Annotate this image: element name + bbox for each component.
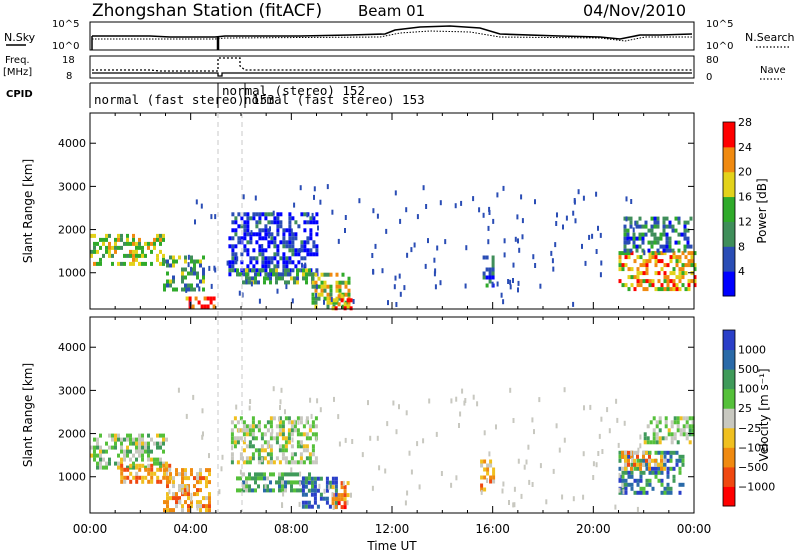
- y-tick-label: 2000: [58, 224, 86, 237]
- power-echo-region: [236, 268, 314, 285]
- y-tick-label: 1000: [58, 471, 86, 484]
- colorbar-swatch: [723, 122, 735, 148]
- colorbar-swatch: [723, 388, 735, 409]
- colorbar-swatch: [723, 171, 735, 198]
- nave-trace: [92, 57, 692, 72]
- freq-tick-hi: 18: [62, 55, 75, 66]
- velocity-colorbar-label: Velocity [m s⁻¹]: [757, 368, 771, 461]
- y-tick-label: 3000: [58, 180, 86, 193]
- date-title: 04/Nov/2010: [583, 1, 686, 20]
- freq-label-1: Freq.: [5, 55, 30, 66]
- velocity-echo-region: [120, 463, 172, 484]
- y-tick-label: 2000: [58, 428, 86, 441]
- x-tick-label: 04:00: [173, 522, 208, 536]
- colorbar-tick-label: 4: [738, 265, 745, 278]
- nave-tick-lo: 0: [706, 72, 712, 83]
- colorbar-tick-label: −500: [738, 461, 768, 474]
- nsky-tick-hi: 10^5: [52, 19, 79, 30]
- freq-panel: Freq. [MHz] 18 8 80 0 Nave: [3, 55, 786, 83]
- colorbar-swatch: [723, 447, 735, 468]
- nsearch-tick-lo: 10^0: [706, 41, 733, 52]
- nave-label: Nave: [760, 65, 786, 76]
- colorbar-tick-label: −1000: [738, 480, 775, 493]
- velocity-echo-region: [90, 433, 168, 470]
- colorbar-tick-label: 20: [738, 166, 752, 179]
- colorbar-tick-label: 1000: [738, 344, 766, 357]
- colorbar-tick-label: 16: [738, 191, 752, 204]
- colorbar-tick-label: 8: [738, 240, 745, 253]
- colorbar-swatch: [723, 486, 735, 507]
- freq-tick-lo: 8: [66, 71, 72, 82]
- colorbar-swatch: [723, 246, 735, 272]
- colorbar-tick-label: 12: [738, 215, 752, 228]
- power-echo-region: [90, 233, 165, 266]
- x-tick-label: 20:00: [576, 522, 611, 536]
- colorbar-tick-label: 25: [738, 402, 752, 415]
- nsearch-trace: [92, 30, 692, 42]
- colorbar-swatch: [723, 369, 735, 390]
- cpid-mode-1: normal (fast stereo) 153: [94, 92, 275, 107]
- y-tick-label: 4000: [58, 341, 86, 354]
- colorbar-tick-label: −25: [738, 422, 761, 435]
- y-tick-label: 4000: [58, 137, 86, 150]
- velocity-echo-region: [618, 450, 685, 495]
- y-tick-label: 1000: [58, 267, 86, 280]
- colorbar-tick-label: −100: [738, 441, 768, 454]
- colorbar-tick-label: 24: [738, 141, 752, 154]
- velocity-echo-region: [331, 481, 350, 510]
- power-echo-region: [618, 251, 697, 292]
- nsearch-label: N.Search: [745, 31, 795, 44]
- nsearch-tick-hi: 10^5: [706, 19, 733, 30]
- colorbar-swatch: [723, 330, 735, 351]
- x-axis-label: Time UT: [366, 539, 417, 553]
- x-tick-label: 08:00: [274, 522, 309, 536]
- nsky-trace: [92, 25, 693, 40]
- velocity-ylabel: Slant Range [km]: [21, 363, 35, 467]
- x-tick-label: 00:00: [73, 522, 108, 536]
- x-tick-label: 12:00: [375, 522, 410, 536]
- nsky-panel: N.Sky 10^5 10^0 10^5 10^0 N.Search: [4, 19, 795, 52]
- colorbar-swatch: [723, 221, 735, 247]
- colorbar-swatch: [723, 427, 735, 448]
- colorbar-swatch: [723, 408, 735, 429]
- power-echo-region: [331, 294, 353, 311]
- cpid-mode-2: normal (stereo) 152: [222, 83, 365, 98]
- colorbar-swatch: [723, 146, 735, 173]
- colorbar-tick-label: 28: [738, 116, 752, 129]
- power-ylabel: Slant Range [km]: [21, 159, 35, 263]
- colorbar-swatch: [723, 349, 735, 370]
- nsky-label: N.Sky: [4, 31, 36, 44]
- nsky-tick-lo: 10^0: [52, 41, 79, 52]
- beam-title: Beam 01: [358, 2, 425, 20]
- freq-trace: [92, 72, 692, 77]
- x-tick-label: 16:00: [475, 522, 510, 536]
- velocity-panel: 1000 2000 3000 4000 Slant Range [km] 1000 50…: [21, 316, 775, 553]
- colorbar-tick-label: 100: [738, 383, 759, 396]
- cpid-mode-3: normal (fast stereo) 153: [244, 92, 425, 107]
- power-colorbar-label: Power [dB]: [755, 178, 769, 243]
- velocity-echo-region: [298, 476, 338, 509]
- station-title: Zhongshan Station (fitACF): [92, 1, 322, 21]
- colorbar-swatch: [723, 196, 735, 222]
- colorbar-swatch: [723, 271, 735, 297]
- velocity-echo-region: [480, 459, 496, 492]
- velocity-echo-region: [643, 416, 695, 445]
- colorbar-swatch: [723, 466, 735, 487]
- cpid-panel: CPID normal (fast stereo) 153 normal (st…: [6, 82, 694, 108]
- power-scatter: [185, 184, 646, 307]
- velocity-echo-region: [163, 468, 211, 513]
- nave-tick-hi: 80: [706, 55, 719, 66]
- freq-label-2: [MHz]: [3, 67, 32, 78]
- velocity-scatter: [168, 386, 642, 512]
- colorbar-tick-label: 500: [738, 363, 759, 376]
- cpid-label: CPID: [6, 89, 33, 100]
- power-panel: 1000 2000 3000 4000 Slant Range [km] 4 8 12 16…: [21, 112, 769, 311]
- y-tick-label: 3000: [58, 384, 86, 397]
- power-echo-region: [163, 255, 205, 292]
- x-tick-label: 00:00: [677, 522, 712, 536]
- velocity-echo-region: [621, 450, 666, 471]
- power-echo-region: [623, 216, 693, 253]
